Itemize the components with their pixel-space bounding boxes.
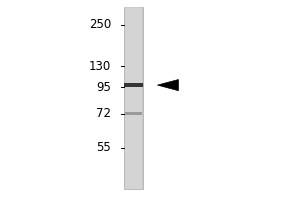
Text: 55: 55: [96, 141, 111, 154]
Text: 130: 130: [89, 60, 111, 73]
Bar: [125, 112, 142, 115]
Text: 72: 72: [96, 107, 111, 120]
Text: 250: 250: [89, 18, 111, 31]
Bar: [124, 83, 143, 87]
Bar: [125, 7, 142, 189]
Bar: [124, 7, 143, 189]
Text: 95: 95: [96, 81, 111, 94]
Polygon shape: [158, 80, 178, 91]
